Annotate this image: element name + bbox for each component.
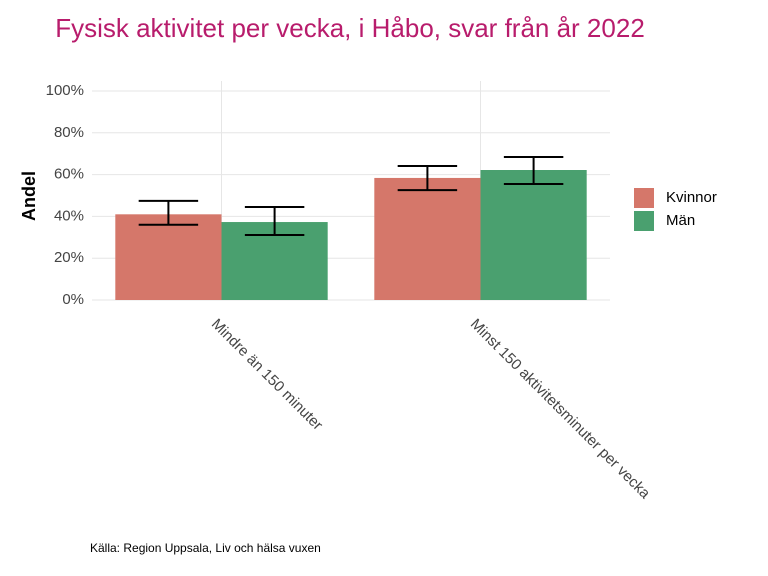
x-tick-label: Mindre än 150 minuter xyxy=(208,316,326,434)
legend-label: Män xyxy=(666,212,695,229)
legend-key xyxy=(634,188,654,208)
legend-key xyxy=(634,211,654,231)
x-tick-label: Minst 150 aktivitetsminuter per vecka xyxy=(467,316,654,503)
y-tick-label: 60% xyxy=(54,166,84,183)
chart-title: Fysisk aktivitet per vecka, i Håbo, svar… xyxy=(55,13,645,43)
y-tick-label: 20% xyxy=(54,249,84,266)
y-tick-label: 0% xyxy=(62,291,84,308)
bar xyxy=(374,177,481,300)
y-axis-label: Andel xyxy=(19,171,39,221)
bar xyxy=(115,214,222,300)
y-tick-label: 80% xyxy=(54,124,84,141)
y-tick-label: 40% xyxy=(54,207,84,224)
y-tick-label: 100% xyxy=(46,82,84,99)
caption: Källa: Region Uppsala, Liv och hälsa vux… xyxy=(90,541,321,555)
bar xyxy=(480,170,587,300)
legend-label: Kvinnor xyxy=(666,189,717,206)
